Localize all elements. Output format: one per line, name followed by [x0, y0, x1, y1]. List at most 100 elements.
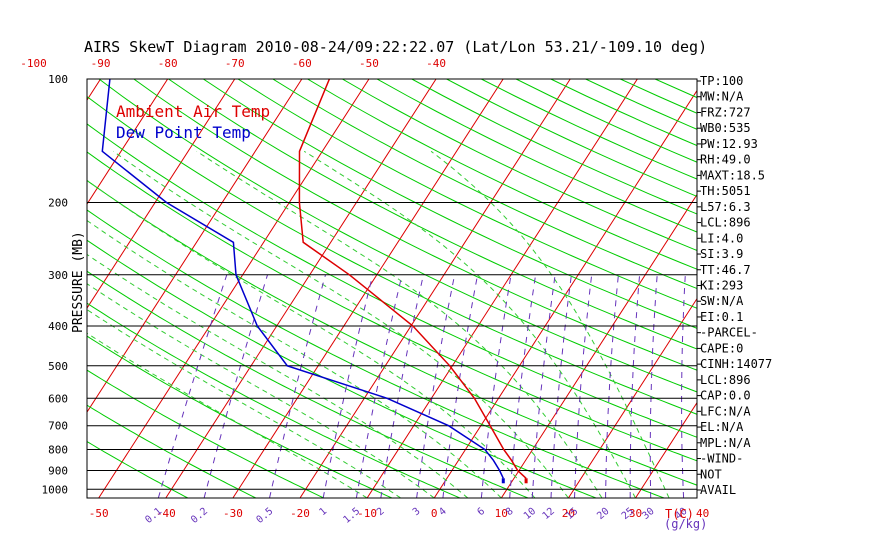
mixing-ratio-line: [681, 274, 686, 498]
mixing-ratio-tick-label: 6: [476, 506, 488, 518]
y-axis-label: PRESSURE (MB): [71, 231, 86, 333]
index-item: LCL:896: [700, 216, 751, 230]
mixing-ratio-tick-label: 30: [640, 506, 656, 522]
index-item: AVAIL: [700, 483, 736, 497]
mixing-ratio-tick-label: 1: [317, 506, 329, 518]
top-temp-tick-label: -70: [225, 57, 245, 70]
mixing-ratio-tick-label: 8: [504, 506, 516, 518]
pressure-tick-label: 600: [48, 392, 68, 405]
mixing-ratio-line: [322, 274, 374, 498]
dry-adiabat-line: [87, 123, 697, 438]
pressure-tick-label: 200: [48, 197, 68, 210]
bottom-temp-axis: -50 -40 -30 -20 -10 0 10 20 30 40: [89, 507, 709, 520]
bottom-temp-tick-label: 40: [696, 507, 709, 520]
index-item: MAXT:18.5: [700, 168, 765, 182]
index-item: -PARCEL-: [700, 326, 758, 340]
index-item: MW:N/A: [700, 90, 744, 104]
dewpoint-profile-line: [101, 79, 504, 479]
dry-adiabat-line: [272, 79, 697, 290]
dry-adiabat-line: [203, 79, 697, 329]
index-item: FRZ:727: [700, 105, 751, 119]
bottom-temp-tick-label: -30: [223, 507, 243, 520]
top-temp-tick-label: -40: [426, 57, 446, 70]
mixing-ratio-tick-label: 2: [375, 506, 387, 518]
mixing-ratio-line: [269, 274, 326, 498]
isotherm-line: [87, 79, 303, 414]
pressure-tick-label: 400: [48, 320, 68, 333]
mixing-ratio-line: [531, 274, 556, 498]
temperature-profile-line: [298, 79, 527, 479]
legend-label-air: Ambient Air Temp: [116, 102, 270, 121]
index-item: SI:3.9: [700, 247, 743, 261]
index-item: LI:4.0: [700, 231, 743, 245]
dry-adiabat-line: [411, 79, 697, 215]
index-item: RH:49.0: [700, 153, 751, 167]
pressure-tick-label: 100: [48, 73, 68, 86]
top-temp-tick-label: -50: [359, 57, 379, 70]
isotherm-line: [433, 89, 697, 498]
top-temp-tick-label: -100: [20, 57, 47, 70]
mixing-ratio-line: [649, 274, 658, 498]
dry-adiabat-line: [307, 79, 697, 270]
isotherm-line: [165, 79, 437, 498]
bottom-temp-tick-label: 20: [562, 507, 575, 520]
bottom-temp-tick-label: 30: [629, 507, 642, 520]
mixing-ratio-tick-label: 20: [595, 506, 611, 522]
mixing-ratio-line: [629, 274, 641, 498]
pressure-tick-label: 500: [48, 360, 68, 373]
bottom-temp-tick-label: -40: [156, 507, 176, 520]
index-item: PW:12.93: [700, 137, 758, 151]
index-item: WB0:535: [700, 121, 751, 135]
mixing-ratio-tick-label: 0.5: [255, 506, 276, 526]
dry-adiabat-line: [87, 270, 529, 498]
isotherm-line: [500, 193, 697, 498]
index-item: TH:5051: [700, 184, 751, 198]
legend-label-dew: Dew Point Temp: [116, 123, 251, 142]
index-item: SW:N/A: [700, 294, 744, 308]
chart-title: AIRS SkewT Diagram 2010-08-24/09:22:22.0…: [84, 38, 707, 56]
dry-adiabat-line: [87, 440, 189, 498]
mixing-ratio-line: [605, 274, 619, 498]
mixing-ratio-tick-label: 12: [541, 506, 557, 522]
isotherm-line: [635, 401, 697, 498]
dry-adiabat-line: [446, 79, 697, 197]
dry-adiabat-line: [237, 79, 697, 309]
bottom-temp-tick-label: -10: [357, 507, 377, 520]
pressure-tick-label: 300: [48, 269, 68, 282]
dry-adiabat-line: [87, 179, 697, 486]
dry-adiabat-line: [87, 95, 697, 415]
index-item: L57:6.3: [700, 200, 751, 214]
bottom-temp-tick-label: -20: [290, 507, 310, 520]
isotherm-line: [770, 79, 870, 498]
isotherm-line: [299, 79, 571, 498]
dry-adiabat-line: [133, 79, 697, 371]
isotherm-line: [87, 79, 169, 205]
dry-adiabat-line: [342, 79, 697, 252]
bottom-temp-tick-label: 0: [431, 507, 438, 520]
pressure-tick-label: 900: [48, 465, 68, 478]
top-temp-axis: -120-110-100-90-80-70-60-50-40: [20, 57, 446, 70]
index-item: CAPE:0: [700, 341, 743, 355]
x-axis-unit: T(C): [665, 507, 694, 521]
profile-series: [101, 79, 528, 484]
index-item: CAP:0.0: [700, 389, 751, 403]
bottom-temp-tick-label: -50: [89, 507, 109, 520]
mixing-ratio-tick-label: 0.2: [189, 506, 210, 526]
dry-adiabat-line: [87, 369, 325, 498]
pressure-tick-label: 700: [48, 420, 68, 433]
index-item: TP:100: [700, 74, 743, 88]
dry-adiabat-line: [168, 79, 697, 350]
pressure-axis: 100 200 300 400 500 600 700 800 900 1000: [42, 73, 69, 496]
mixing-ratio-tick-label: 4: [437, 506, 449, 518]
isotherm-line: [232, 79, 504, 498]
isobars: [87, 202, 697, 490]
bottom-temp-tick-label: 10: [495, 507, 508, 520]
index-item: CINH:14077: [700, 357, 772, 371]
moist-adiabat-line: [113, 150, 569, 498]
mixing-ratio-tick-label: 10: [522, 506, 538, 522]
dewpoint-surface-mark: [501, 478, 505, 484]
moist-adiabat-line: [430, 150, 670, 498]
index-item: EL:N/A: [700, 420, 744, 434]
